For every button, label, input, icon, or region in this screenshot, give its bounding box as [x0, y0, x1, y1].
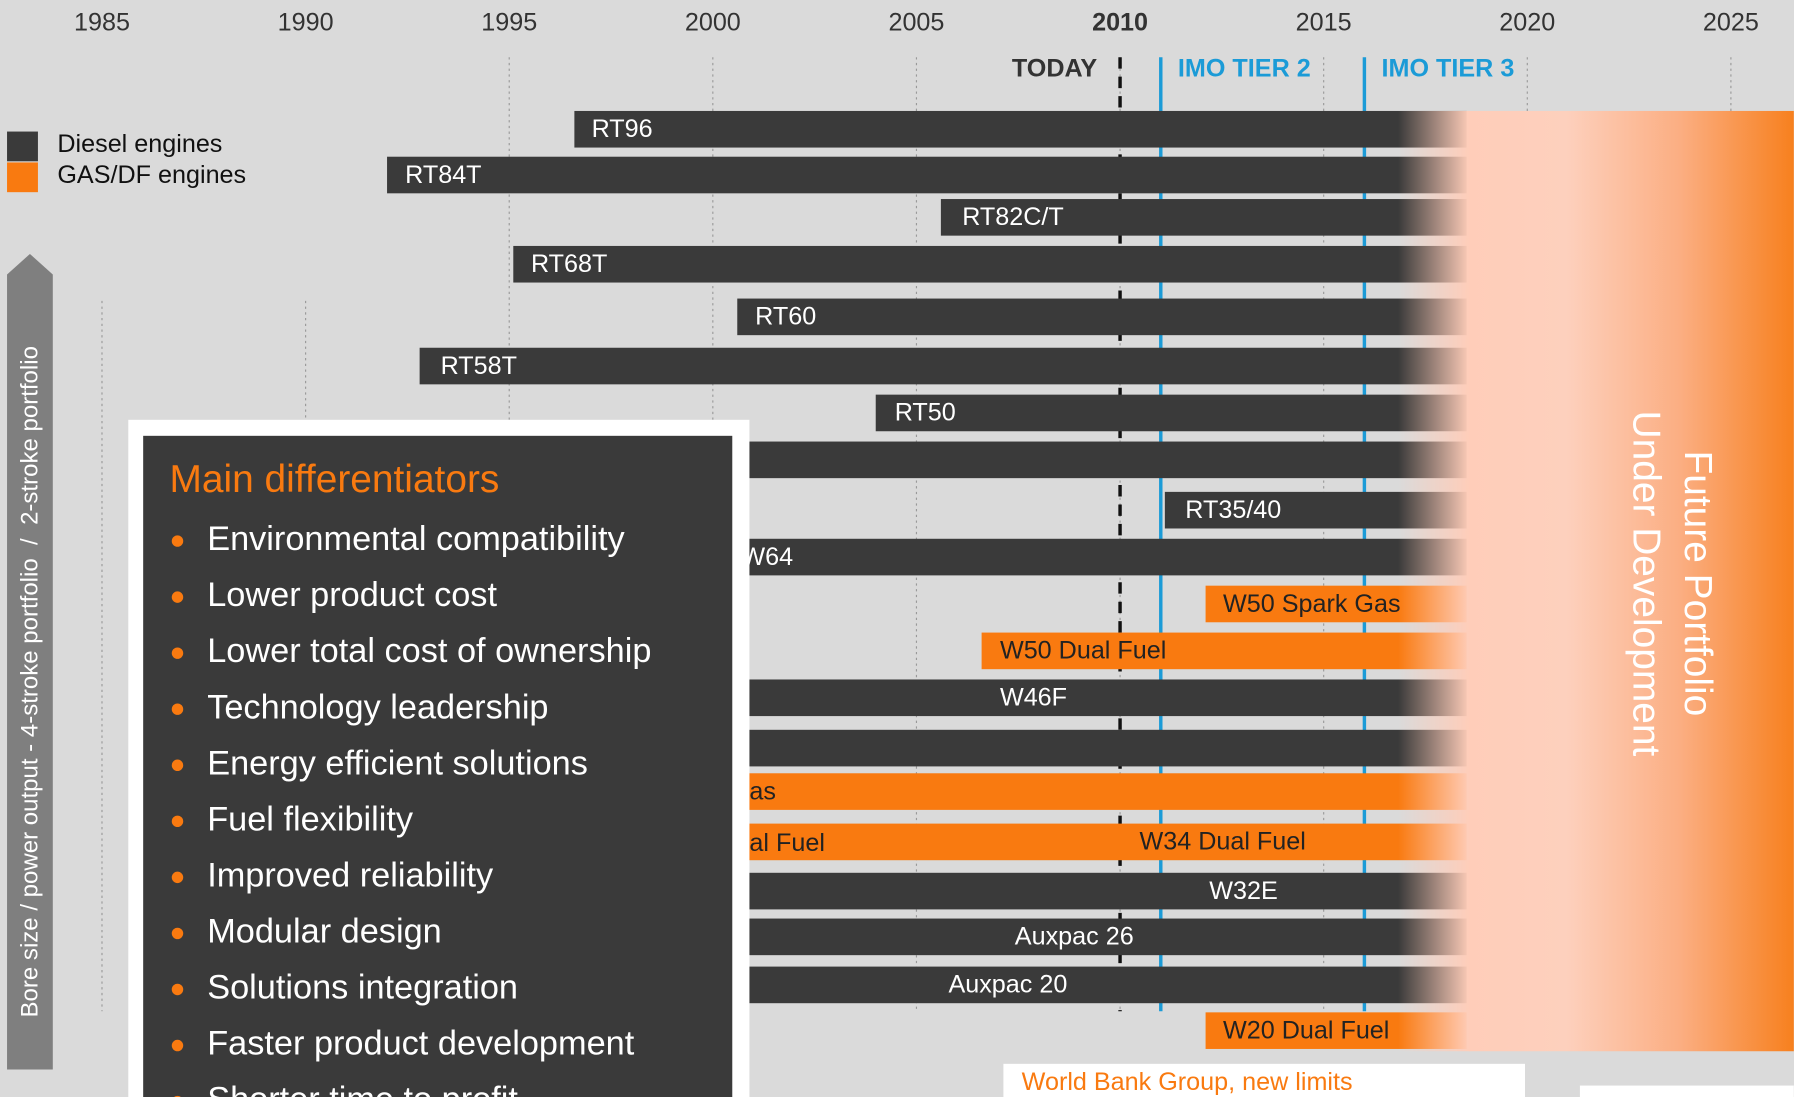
panel-item: Fuel flexibility — [207, 800, 414, 838]
bar-label: W50 Dual Fuel — [1000, 637, 1166, 665]
x-tick-label: 2015 — [1296, 9, 1352, 37]
bullet — [171, 871, 184, 884]
future-label: Under Development — [1625, 411, 1668, 757]
x-tick-label: 1985 — [74, 9, 130, 37]
bar-label: W50 Spark Gas — [1223, 590, 1401, 618]
bar-label: Auxpac 26 — [1015, 923, 1134, 951]
bar — [574, 110, 1467, 148]
top-labels: 1985 1990 1995 2000 2005 2010 2015 2020 2025 TODA… — [74, 9, 1759, 83]
x-tick-label: 2020 — [1499, 9, 1555, 37]
panel-item: Solutions integration — [207, 969, 518, 1007]
today-label: TODAY — [1012, 54, 1098, 82]
panel-item: Technology leadership — [207, 688, 548, 726]
note-box — [1579, 1085, 1794, 1097]
bar-label: RT82C/T — [962, 203, 1064, 231]
y-arrow — [7, 253, 53, 1070]
panel — [143, 435, 733, 1097]
bar — [712, 538, 1467, 576]
bullet — [171, 759, 184, 771]
bar-label: W34 Dual Fuel — [1140, 828, 1306, 856]
bar-label: RT50 — [895, 399, 956, 427]
bar — [940, 199, 1467, 236]
panel-item: Lower total cost of ownership — [207, 632, 651, 670]
bullet — [171, 983, 184, 996]
panel-item: Faster product development — [207, 1025, 635, 1063]
bullet — [171, 535, 184, 547]
x-tick-label: 1990 — [278, 9, 334, 37]
x-tick-label: 2000 — [685, 9, 741, 37]
legend: Diesel engines GAS/DF engines — [7, 130, 246, 193]
panel-item: Lower product cost — [207, 576, 497, 614]
legend-swatch — [7, 131, 38, 162]
bars: RT96 RT84T RT82C/T RT68T RT60 RT58T RT50 RT35/4… — [224, 110, 1467, 1049]
legend-swatch — [7, 162, 38, 193]
panel-item: Modular design — [207, 912, 442, 950]
bar-label: al Fuel — [749, 829, 825, 857]
marker-label: IMO TIER 3 — [1382, 54, 1515, 82]
bar-label: W20 Dual Fuel — [1223, 1016, 1389, 1044]
bar-label: as — [749, 777, 776, 805]
future-label: Future Portfolio — [1676, 450, 1719, 716]
panel-item: Shorter time to profit — [207, 1081, 518, 1097]
bar — [875, 394, 1467, 432]
bar-label: RT84T — [405, 161, 481, 189]
bullet — [171, 815, 184, 828]
marker-label: IMO TIER 2 — [1178, 54, 1311, 82]
future-region — [1468, 110, 1794, 1052]
bar — [513, 245, 1467, 283]
panel-item: Environmental compatibility — [207, 520, 625, 558]
x-tick-label: 2025 — [1703, 9, 1759, 37]
x-tick-label: 1995 — [481, 9, 537, 37]
panel-list: Environmental compatibility Lower product… — [171, 520, 651, 1097]
bullet — [171, 591, 184, 603]
bar — [419, 347, 1467, 385]
bullet — [171, 703, 184, 715]
bullet — [171, 1039, 184, 1052]
legend-label: Diesel engines — [57, 130, 222, 158]
bar-label: RT60 — [755, 303, 816, 331]
panel-item: Energy efficient solutions — [207, 744, 588, 782]
bar-label: W46F — [1000, 684, 1067, 712]
x-tick-label: 2010 — [1092, 9, 1148, 37]
note-box — [1003, 1063, 1526, 1097]
legend-label: GAS/DF engines — [57, 161, 246, 189]
bullet — [171, 927, 184, 940]
y-axis-label: Bore size / power output - 4-stroke port… — [16, 346, 43, 1017]
note: World Bank Group, new limits — [1022, 1068, 1353, 1096]
fade — [1398, 110, 1471, 1052]
bar-label: RT68T — [531, 250, 607, 278]
bar-label: RT58T — [441, 352, 517, 380]
bar-label: Auxpac 20 — [948, 971, 1067, 999]
x-tick-label: 2005 — [888, 9, 944, 37]
panel-title: Main differentiators — [169, 458, 499, 501]
bar-label: W64 — [741, 543, 793, 571]
bullet — [171, 647, 184, 659]
bar — [387, 156, 1467, 194]
bar-label: RT35/40 — [1185, 496, 1281, 524]
bar — [981, 632, 1467, 670]
bar-label: RT96 — [592, 115, 653, 143]
bar-label: W32E — [1209, 877, 1278, 905]
panel-item: Improved reliability — [207, 856, 494, 894]
bar — [737, 298, 1467, 336]
